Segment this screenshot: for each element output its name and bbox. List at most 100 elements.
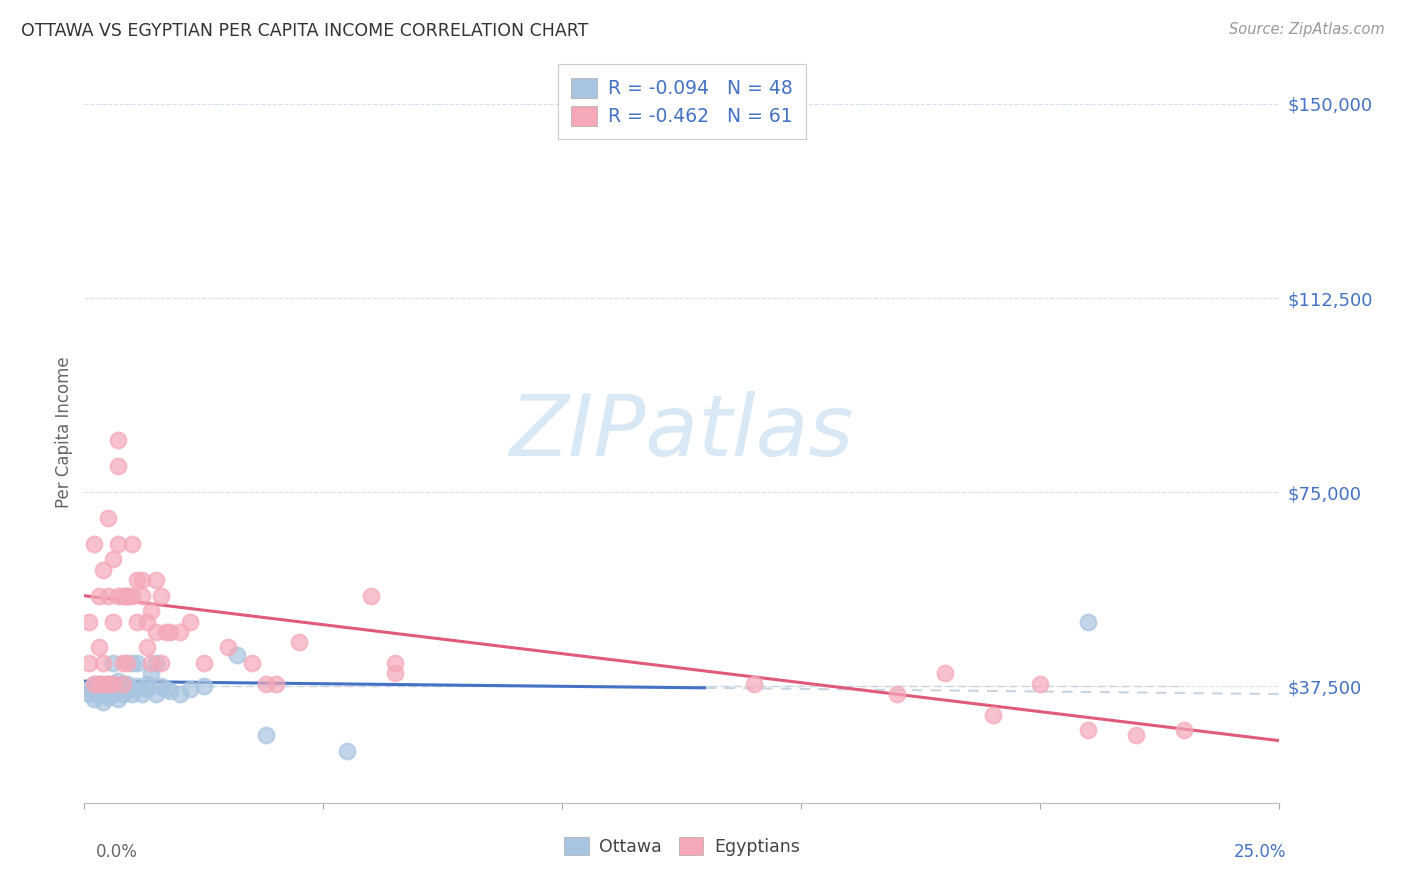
Point xyxy=(107,434,129,448)
Legend: Ottawa, Egyptians: Ottawa, Egyptians xyxy=(555,829,808,864)
Text: 25.0%: 25.0% xyxy=(1234,843,1286,861)
Point xyxy=(145,687,167,701)
Point xyxy=(97,511,120,525)
Point xyxy=(254,677,277,691)
Point xyxy=(131,573,153,587)
Point xyxy=(121,537,143,551)
Point xyxy=(97,677,120,691)
Point xyxy=(121,656,143,670)
Point xyxy=(93,563,115,577)
Point xyxy=(149,656,172,670)
Point xyxy=(107,692,129,706)
Point xyxy=(135,615,157,629)
Point xyxy=(97,681,120,696)
Point xyxy=(83,537,105,551)
Point xyxy=(93,656,115,670)
Text: ZIPatlas: ZIPatlas xyxy=(510,391,853,475)
Point xyxy=(155,624,177,639)
Point xyxy=(101,552,124,566)
Point xyxy=(264,677,287,691)
Point xyxy=(125,679,148,693)
Y-axis label: Per Capita Income: Per Capita Income xyxy=(55,357,73,508)
Point xyxy=(97,677,120,691)
Point xyxy=(101,681,124,696)
Point xyxy=(135,681,157,696)
Point xyxy=(111,677,134,691)
Point xyxy=(107,459,129,474)
Point xyxy=(149,679,172,693)
Point xyxy=(981,707,1004,722)
Point xyxy=(131,687,153,701)
Point xyxy=(83,692,105,706)
Point xyxy=(93,677,115,691)
Point xyxy=(101,687,124,701)
Point xyxy=(87,687,110,701)
Point xyxy=(141,666,163,681)
Point xyxy=(360,589,382,603)
Point xyxy=(121,681,143,696)
Point xyxy=(77,656,100,670)
Point xyxy=(97,589,120,603)
Point xyxy=(111,687,134,701)
Point xyxy=(107,589,129,603)
Point xyxy=(97,690,120,704)
Point xyxy=(886,687,908,701)
Point xyxy=(77,687,100,701)
Point xyxy=(193,679,215,693)
Point xyxy=(117,679,139,693)
Point xyxy=(1029,677,1052,691)
Point xyxy=(125,573,148,587)
Text: Source: ZipAtlas.com: Source: ZipAtlas.com xyxy=(1229,22,1385,37)
Point xyxy=(384,666,406,681)
Point xyxy=(101,677,124,691)
Point xyxy=(93,687,115,701)
Point xyxy=(254,729,277,743)
Text: 0.0%: 0.0% xyxy=(96,843,138,861)
Point xyxy=(125,656,148,670)
Point xyxy=(169,624,191,639)
Point xyxy=(141,604,163,618)
Point xyxy=(111,681,134,696)
Point xyxy=(1173,723,1195,738)
Point xyxy=(179,681,201,696)
Point xyxy=(1077,615,1099,629)
Point xyxy=(159,684,181,698)
Point xyxy=(101,677,124,691)
Point xyxy=(226,648,249,663)
Point xyxy=(145,656,167,670)
Point xyxy=(131,589,153,603)
Point xyxy=(107,684,129,698)
Point xyxy=(169,687,191,701)
Point xyxy=(117,677,139,691)
Point xyxy=(77,681,100,696)
Point xyxy=(111,589,134,603)
Point xyxy=(101,656,124,670)
Point xyxy=(111,677,134,691)
Point xyxy=(121,687,143,701)
Point xyxy=(77,615,100,629)
Point xyxy=(87,679,110,693)
Point xyxy=(101,615,124,629)
Point xyxy=(217,640,239,655)
Point xyxy=(1077,723,1099,738)
Point xyxy=(117,656,139,670)
Point xyxy=(159,624,181,639)
Point xyxy=(117,589,139,603)
Point xyxy=(107,674,129,689)
Point xyxy=(117,589,139,603)
Point xyxy=(141,656,163,670)
Point xyxy=(145,573,167,587)
Point xyxy=(107,537,129,551)
Point xyxy=(135,677,157,691)
Point xyxy=(384,656,406,670)
Point xyxy=(155,681,177,696)
Point xyxy=(121,589,143,603)
Point xyxy=(83,684,105,698)
Point xyxy=(742,677,765,691)
Point xyxy=(240,656,263,670)
Text: OTTAWA VS EGYPTIAN PER CAPITA INCOME CORRELATION CHART: OTTAWA VS EGYPTIAN PER CAPITA INCOME COR… xyxy=(21,22,589,40)
Point xyxy=(87,589,110,603)
Point xyxy=(193,656,215,670)
Point xyxy=(87,677,110,691)
Point xyxy=(149,589,172,603)
